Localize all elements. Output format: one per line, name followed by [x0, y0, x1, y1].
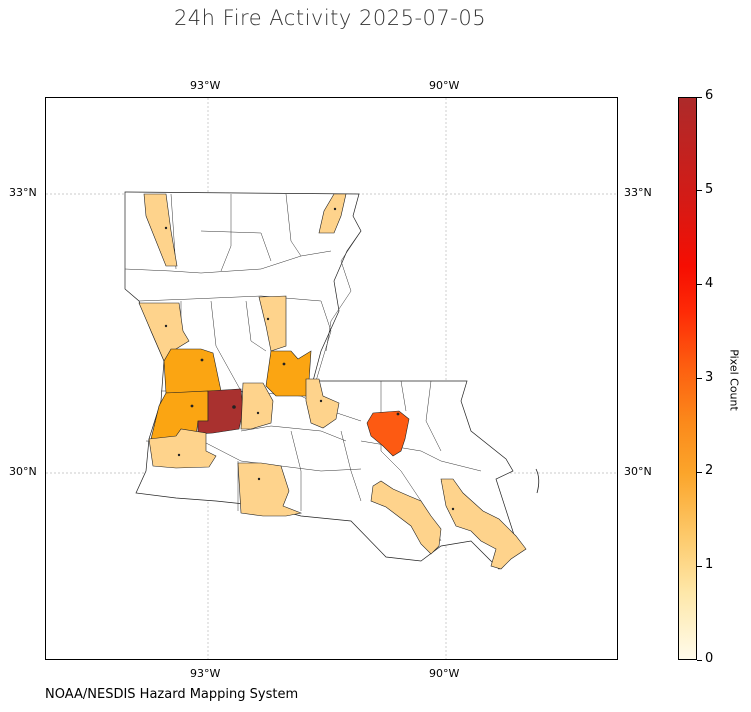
parish-east-feliciana	[366, 410, 410, 457]
fire-point	[177, 453, 181, 457]
lat-label-left-30n: 30°N	[9, 465, 37, 478]
louisiana-map[interactable]	[46, 98, 618, 660]
colorbar-tick-label: 6	[705, 88, 714, 103]
source-credit: NOAA/NESDIS Hazard Mapping System	[45, 687, 299, 702]
parish-cameron	[237, 462, 303, 517]
lat-label-right-30n: 30°N	[624, 465, 652, 478]
colorbar-tick-label: 0	[705, 651, 714, 666]
parish-beauregard	[197, 388, 244, 435]
lat-label-right-33n: 33°N	[624, 186, 652, 199]
colorbar-tick-mark	[697, 471, 702, 473]
parish-grant	[258, 295, 287, 352]
parish-rapides	[265, 350, 312, 397]
colorbar-tick-mark	[697, 190, 702, 192]
colorbar-tick-label: 1	[705, 557, 714, 573]
lon-label-bottom-90w: 90°W	[429, 667, 460, 680]
lat-label-left-33n: 33°N	[9, 186, 37, 199]
colorbar-tick-label: 3	[705, 369, 714, 385]
fire-point	[232, 405, 236, 409]
fire-point	[164, 324, 168, 328]
fire-point	[396, 412, 400, 416]
fire-detections	[164, 207, 455, 511]
lon-label-top-90w: 90°W	[429, 79, 460, 92]
fire-point	[257, 477, 261, 481]
fire-point	[200, 358, 204, 362]
fire-point	[319, 399, 323, 403]
colorbar-label: Pixel Count	[727, 349, 741, 411]
fire-parishes	[138, 193, 527, 570]
map-title: 24h Fire Activity 2025-07-05	[173, 6, 487, 30]
colorbar-tick-mark	[697, 659, 702, 661]
colorbar-tick-label: 2	[705, 463, 714, 479]
state-outline	[124, 191, 517, 570]
colorbar	[678, 97, 697, 660]
fire-point	[164, 226, 168, 230]
colorbar-tick-label: 5	[705, 181, 714, 197]
fire-point	[451, 507, 455, 511]
parish-sabine	[163, 348, 222, 394]
parish-avoyelles	[305, 378, 340, 429]
map-frame[interactable]	[45, 97, 618, 660]
colorbar-tick-mark	[697, 565, 702, 567]
fire-point	[266, 317, 270, 321]
fire-point	[256, 411, 260, 415]
parish-desoto	[138, 302, 190, 362]
colorbar-tick-mark	[697, 378, 702, 379]
colorbar-tick-label: 4	[705, 275, 714, 291]
parish-morehouse	[318, 193, 347, 234]
parish-caddo	[143, 193, 178, 267]
lon-label-bottom-93w: 93°W	[190, 667, 221, 680]
parish-lafourche	[370, 480, 442, 555]
colorbar-tick-mark	[697, 96, 702, 98]
coastal-island	[535, 468, 540, 494]
fire-point	[282, 362, 286, 366]
graticule	[46, 98, 617, 659]
fire-point	[333, 207, 337, 211]
fire-point	[190, 404, 194, 408]
parish-plaquemines	[440, 478, 527, 570]
parish-calcasieu	[148, 428, 217, 469]
parish-allen	[240, 382, 274, 430]
lon-label-top-93w: 93°W	[190, 79, 221, 92]
colorbar-tick-mark	[697, 284, 702, 286]
